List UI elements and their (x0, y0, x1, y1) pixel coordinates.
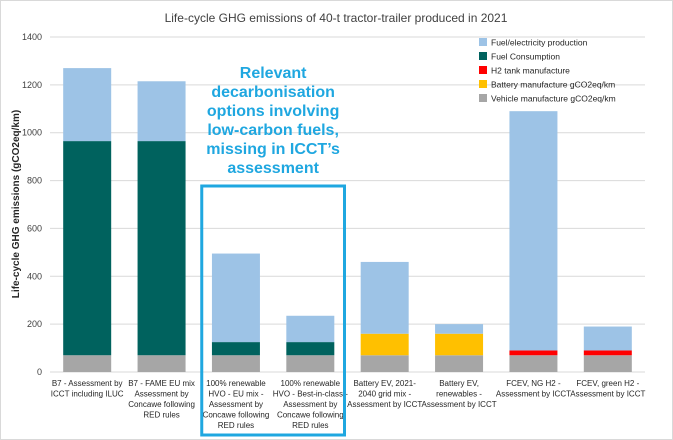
bar-segment (137, 355, 186, 372)
category-label: renewables - (436, 390, 482, 399)
category-label: Concawe following (277, 411, 344, 420)
legend-entry: Vehicle manufacture gCO2eq/km (491, 94, 616, 104)
category-label: Battery EV, 2021- (353, 379, 416, 388)
y-tick-label: 800 (27, 176, 42, 186)
bar-segment (63, 141, 112, 356)
legend-entry: Battery manufacture gCO2eq/km (491, 80, 615, 90)
bar-segment (509, 350, 558, 356)
category-label: Assessment by (134, 390, 188, 399)
legend-swatch (479, 52, 487, 60)
annotation-text: Relevant (240, 65, 307, 82)
category-label: Assessment by ICCT (347, 400, 422, 409)
bar-segment (286, 355, 335, 372)
bar-segment (583, 326, 632, 351)
legend-entry: H2 tank manufacture (491, 66, 570, 76)
category-label: 100% renewable (206, 379, 266, 388)
y-axis-label: Life-cycle GHG emissions (gCO2eq/km) (11, 110, 22, 298)
bar-segment (137, 141, 186, 356)
legend-swatch (479, 66, 487, 74)
category-label: RED rules (292, 421, 328, 430)
legend-swatch (479, 94, 487, 102)
legend-swatch (479, 80, 487, 88)
y-tick-label: 0 (37, 367, 42, 377)
bar-segment (286, 342, 335, 356)
legend-entry: Fuel Consumption (491, 52, 560, 62)
bar-segment (435, 355, 484, 372)
category-label: HVO - Best-in-class - (273, 390, 348, 399)
legend-entry: Fuel/electricity production (491, 38, 588, 48)
category-label: 100% renewable (281, 379, 341, 388)
category-labels: B7 - Assessment by ICCT including ILUC B7 … (51, 379, 646, 430)
y-tick-label: 400 (27, 271, 42, 281)
category-label: Concawe following (128, 400, 195, 409)
bar-segment (211, 355, 260, 372)
bar-segment (286, 315, 335, 343)
bar-segment (509, 111, 558, 351)
bar-segment (63, 68, 112, 142)
bar-segment (360, 355, 409, 372)
bar-segment (360, 333, 409, 356)
highlight-box (200, 184, 346, 437)
category-label: ICCT including ILUC (51, 390, 124, 399)
category-label: Assessment by (283, 400, 337, 409)
annotation-text: assessment (227, 160, 319, 177)
chart-title: Life-cycle GHG emissions of 40-t tractor… (165, 11, 508, 25)
bar-segment (583, 355, 632, 372)
annotation-text: missing in ICCT’s (206, 141, 340, 158)
category-label: Battery EV, (439, 379, 479, 388)
category-label: B7 - FAME EU mix (128, 379, 195, 388)
annotation-text: options involving (207, 103, 339, 120)
category-label: FCEV, green H2 - (576, 379, 639, 388)
category-label: Assessment by ICCT (570, 390, 645, 399)
category-label: RED rules (143, 411, 179, 420)
category-label: Assessment by ICCT (421, 400, 496, 409)
y-tick-label: 1400 (22, 32, 42, 42)
y-tick-label: 600 (27, 223, 42, 233)
category-label: B7 - Assessment by (52, 379, 123, 388)
bar-segment (360, 261, 409, 334)
bar-segment (435, 333, 484, 356)
category-label: Assessment by (209, 400, 263, 409)
bar-segment (211, 253, 260, 343)
y-tick-label: 1200 (22, 80, 42, 90)
category-label: Assessment by ICCT (496, 390, 571, 399)
bar-segment (435, 324, 484, 334)
bar-segment (583, 350, 632, 356)
bars (63, 68, 632, 372)
bar-segment (137, 81, 186, 142)
bar-segment (509, 355, 558, 372)
y-tick-labels: 0 200 400 600 800 1000 1200 1400 (22, 32, 42, 377)
legend-swatch (479, 38, 487, 46)
category-label: 2040 grid mix - (358, 390, 411, 399)
annotation-text: low-carbon fuels, (207, 122, 339, 139)
bar-segment (63, 355, 112, 372)
y-tick-label: 1000 (22, 128, 42, 138)
annotation-text: decarbonisation (211, 84, 335, 101)
annotation: Relevant decarbonisation options involving… (200, 65, 346, 437)
category-label: FCEV, NG H2 - (506, 379, 561, 388)
y-tick-label: 200 (27, 319, 42, 329)
category-label: RED rules (218, 421, 254, 430)
category-label: Concawe following (203, 411, 270, 420)
bar-segment (211, 342, 260, 356)
category-label: HVO - EU mix - (208, 390, 263, 399)
legend: Fuel/electricity production Fuel Consumpt… (479, 38, 616, 104)
